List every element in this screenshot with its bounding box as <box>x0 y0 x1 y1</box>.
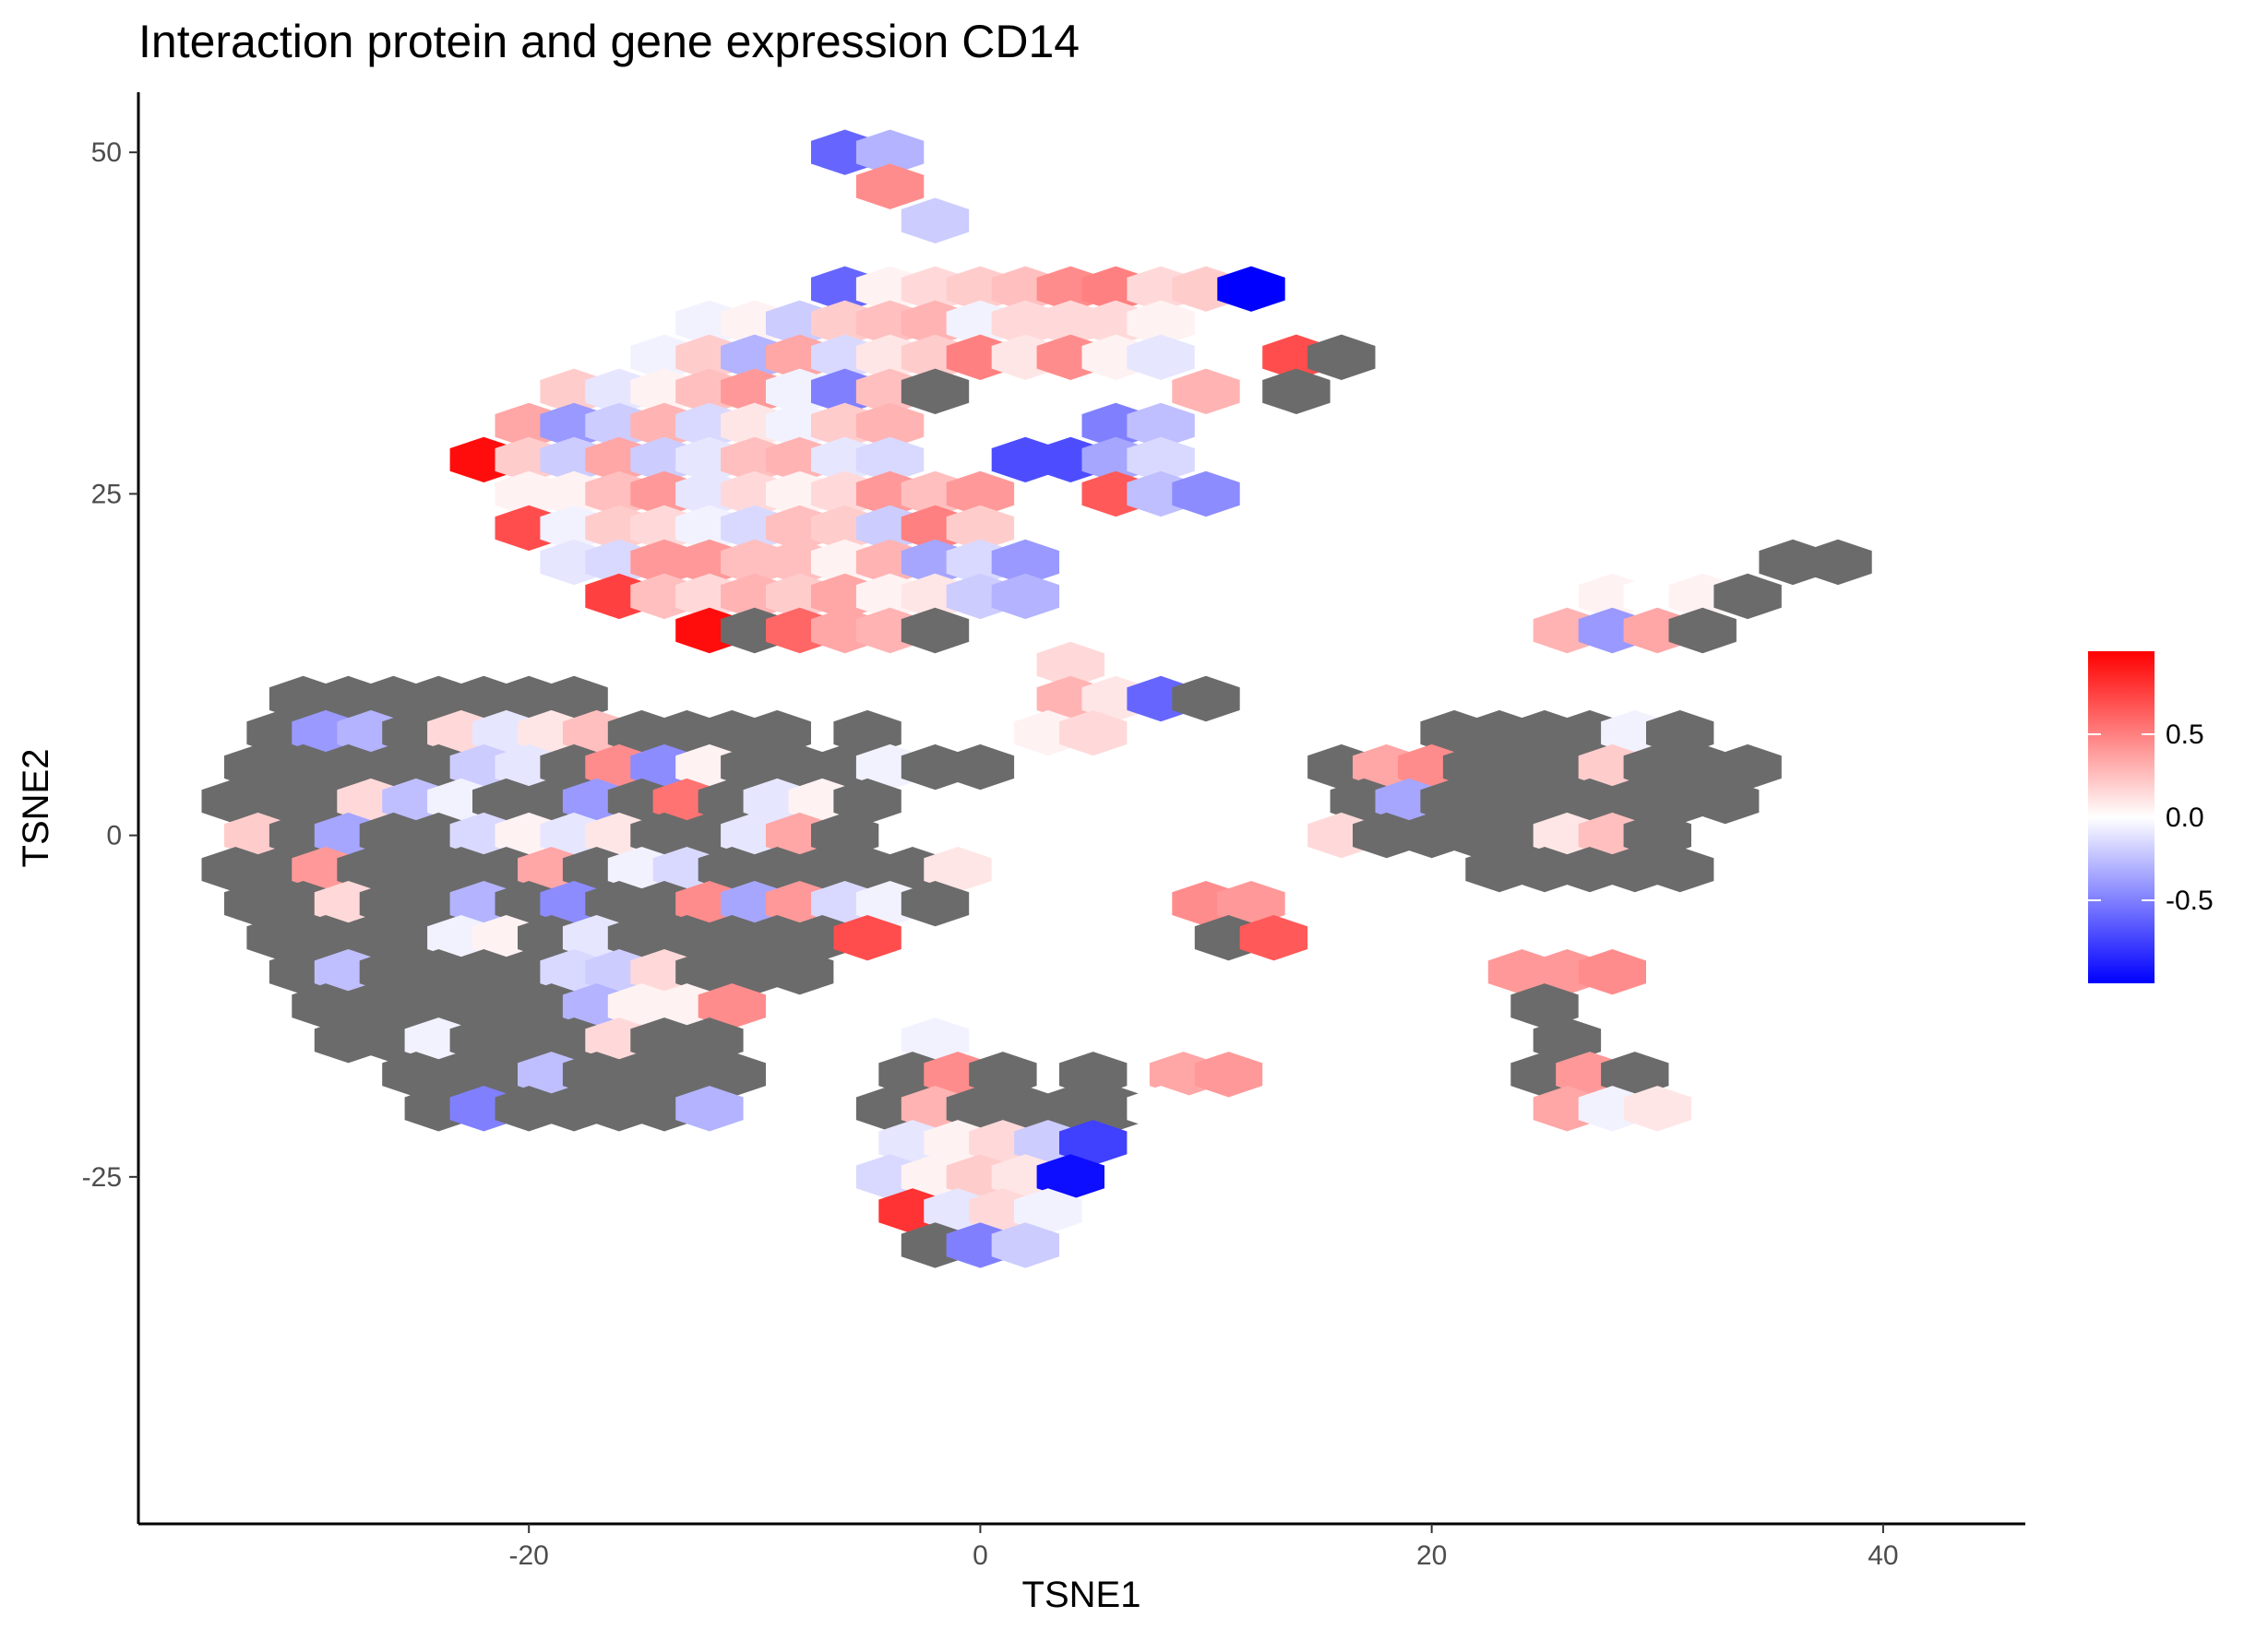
x-tick-label: 0 <box>973 1540 988 1571</box>
hex-cell <box>698 1052 766 1098</box>
x-axis-ticks: -20 0 20 40 <box>509 1524 1899 1571</box>
hex-cell <box>991 1222 1059 1268</box>
hex-cell <box>1217 266 1285 312</box>
y-tick-label: 0 <box>106 821 122 851</box>
hex-cell <box>1059 709 1128 756</box>
hex-cell <box>1127 334 1195 380</box>
hex-cell <box>946 470 1015 517</box>
hex-cell <box>698 983 766 1029</box>
hex-cell <box>1239 915 1308 961</box>
hex-cell <box>1172 470 1240 517</box>
hex-cell <box>1804 539 1872 586</box>
hex-cell <box>946 505 1015 552</box>
hex-cell <box>855 163 925 209</box>
hex-cell <box>969 1052 1037 1098</box>
x-tick-label: 20 <box>1416 1540 1447 1571</box>
hex-cell <box>1036 1154 1104 1200</box>
hex-cell <box>833 915 901 961</box>
hex-cell <box>1127 436 1195 482</box>
hex-cell <box>1127 300 1195 346</box>
y-tick-label: 25 <box>91 479 122 509</box>
colorbar-tick-label: -0.5 <box>2166 886 2214 916</box>
hex-cell <box>675 1086 744 1132</box>
x-tick-label: 40 <box>1868 1540 1898 1571</box>
hex-cell <box>991 539 1059 586</box>
hex-cell <box>855 129 925 175</box>
hex-cell <box>901 368 970 414</box>
colorbar-tick-label: 0.0 <box>2166 803 2204 833</box>
hex-cell <box>1510 983 1579 1029</box>
hex-cell <box>1623 812 1691 859</box>
hex-cell <box>766 949 834 995</box>
hex-cell <box>924 847 992 893</box>
hex-cell <box>1307 334 1376 380</box>
hex-cell <box>1172 675 1240 722</box>
hex-cell <box>743 709 811 756</box>
hex-cell <box>1601 1052 1669 1098</box>
hex-cell <box>1217 881 1285 927</box>
hex-cell <box>1036 641 1104 688</box>
hex-cell <box>901 197 970 244</box>
hex-cell <box>901 607 970 654</box>
hex-cell <box>1172 368 1240 414</box>
hex-cell <box>1127 402 1195 448</box>
hex-cells <box>201 129 1872 1268</box>
colorbar-ticks: 0.5 0.0 -0.5 <box>2088 719 2214 916</box>
hex-cell <box>833 709 901 756</box>
hex-cell <box>1533 1017 1602 1064</box>
y-tick-label: 50 <box>91 137 122 168</box>
hex-cell <box>1194 1052 1263 1098</box>
hex-cell <box>855 436 925 482</box>
colorbar-tick-label: 0.5 <box>2166 719 2204 750</box>
hex-cell <box>811 812 879 859</box>
hex-cell <box>1578 949 1646 995</box>
y-axis-ticks: -25 0 25 50 <box>82 137 138 1193</box>
hex-cell <box>1691 778 1760 825</box>
hex-cell <box>675 1017 744 1064</box>
color-legend: 0.5 0.0 -0.5 <box>2088 651 2214 983</box>
hex-cell <box>855 402 925 448</box>
hex-cell <box>1127 1086 1195 1132</box>
hex-cell <box>833 778 901 825</box>
hex-cell <box>1646 847 1714 893</box>
x-axis-title: TSNE1 <box>1022 1575 1141 1615</box>
y-axis-title: TSNE2 <box>16 749 56 868</box>
chart-title: Interaction protein and gene expression … <box>138 16 1080 67</box>
hex-cell <box>1262 368 1331 414</box>
hex-cell <box>1623 1086 1691 1132</box>
x-tick-label: -20 <box>509 1540 549 1571</box>
hex-cell <box>1059 1120 1128 1166</box>
hex-cell <box>901 881 970 927</box>
hex-cell <box>901 1017 970 1064</box>
hex-cell <box>1014 1188 1082 1234</box>
y-tick-label: -25 <box>82 1162 122 1193</box>
hex-cell <box>991 573 1059 620</box>
hex-cell <box>1713 743 1782 791</box>
hex-cell <box>1059 1052 1128 1098</box>
hex-cell <box>946 743 1015 791</box>
hex-cell <box>1713 573 1782 620</box>
hex-cell <box>1668 607 1737 654</box>
hex-cell <box>540 675 608 722</box>
hex-cell <box>1646 709 1714 756</box>
